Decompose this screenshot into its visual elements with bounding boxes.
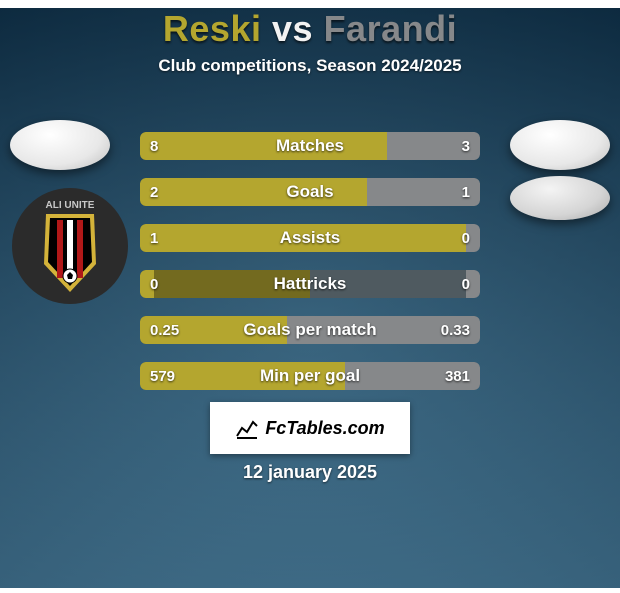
bar-left-fill <box>140 178 367 206</box>
bar-right-fill <box>466 270 480 298</box>
stat-row: Goals per match0.250.33 <box>140 316 480 344</box>
fctables-badge[interactable]: FcTables.com <box>210 402 410 454</box>
title-right: Farandi <box>324 8 458 49</box>
title-vs: vs <box>272 8 313 49</box>
chart-icon <box>235 416 259 440</box>
bar-right-fill <box>367 178 480 206</box>
stat-row: Goals21 <box>140 178 480 206</box>
comparison-chart: Matches83 Goals21 Assists10 Hattricks00 Goal… <box>140 132 480 408</box>
stat-row: Min per goal579381 <box>140 362 480 390</box>
bar-left-fill <box>140 132 387 160</box>
subtitle: Club competitions, Season 2024/2025 <box>0 56 620 76</box>
fctables-badge-text: FcTables.com <box>265 418 384 439</box>
bar-left-fill <box>140 224 466 252</box>
stat-row: Assists10 <box>140 224 480 252</box>
bar-left-fill <box>140 362 345 390</box>
stat-row: Hattricks00 <box>140 270 480 298</box>
player-left-avatar <box>10 120 110 170</box>
bar-right-fill <box>387 132 480 160</box>
title-left: Reski <box>163 8 262 49</box>
date-line: 12 january 2025 <box>0 462 620 483</box>
bar-track-left <box>140 270 310 298</box>
player-right-avatar-secondary <box>510 176 610 220</box>
bar-left-fill <box>140 270 154 298</box>
bar-left-fill <box>140 316 287 344</box>
bar-right-fill <box>287 316 480 344</box>
club-logo: ALI UNITE <box>10 186 130 306</box>
bar-track-right <box>310 270 480 298</box>
player-right-avatar <box>510 120 610 170</box>
club-logo-text: ALI UNITE <box>46 200 95 211</box>
stat-row: Matches83 <box>140 132 480 160</box>
bar-right-fill <box>345 362 480 390</box>
page-title: Reski vs Farandi <box>0 8 620 50</box>
bar-right-fill <box>466 224 480 252</box>
